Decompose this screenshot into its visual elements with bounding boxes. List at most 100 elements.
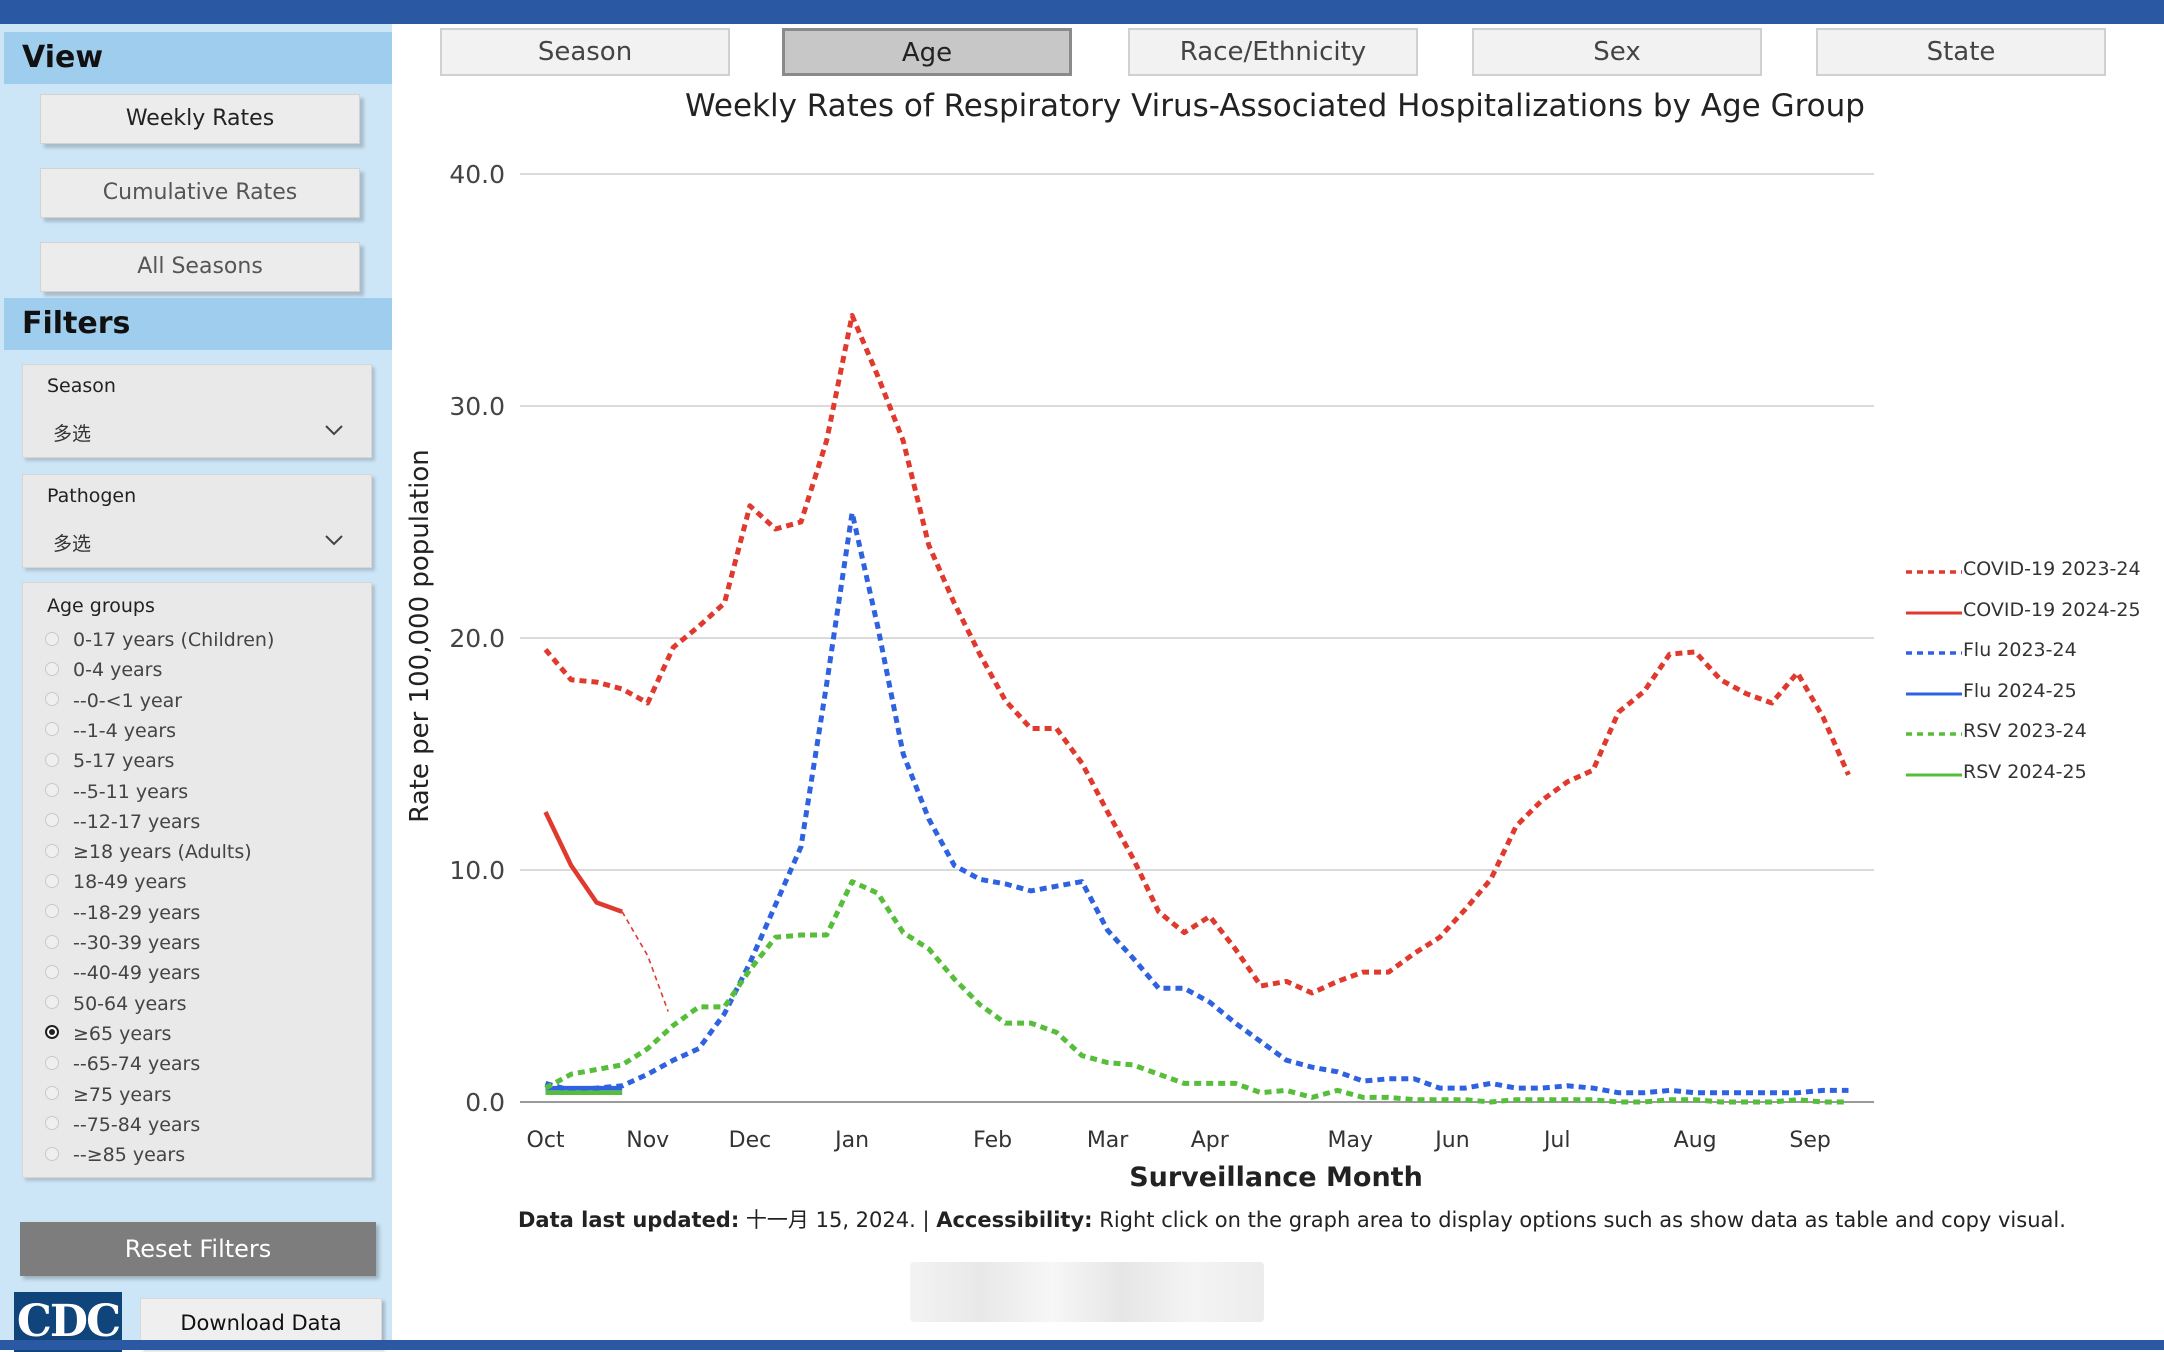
radio-button[interactable]	[45, 995, 59, 1010]
accessibility-label: Accessibility:	[936, 1208, 1093, 1232]
series-line-covid-19-2024-25[interactable]	[543, 811, 623, 914]
age-group-option[interactable]: --5-11 years	[45, 781, 188, 809]
season-filter[interactable]: Season 多选	[22, 364, 372, 458]
age-group-option[interactable]: ≥18 years (Adults)	[45, 841, 252, 869]
radio-button[interactable]	[45, 1025, 59, 1040]
age-group-option[interactable]: ≥75 years	[45, 1084, 171, 1112]
radio-button[interactable]	[45, 752, 59, 767]
legend-label: COVID-19 2024-25	[1963, 598, 2141, 621]
legend-label: COVID-19 2023-24	[1963, 558, 2141, 580]
all-seasons-button[interactable]: All Seasons	[40, 242, 360, 292]
radio-button[interactable]	[45, 813, 59, 828]
legend-label: Flu 2024-25	[1963, 679, 2077, 702]
tab-age[interactable]: Age	[782, 28, 1072, 76]
x-tick-label: Sep	[1789, 1128, 1830, 1153]
radio-button[interactable]	[45, 692, 59, 707]
age-group-option[interactable]: --75-84 years	[45, 1114, 200, 1142]
age-group-option[interactable]: --40-49 years	[45, 962, 200, 990]
age-group-label: --65-74 years	[73, 1053, 201, 1076]
age-group-option[interactable]: 18-49 years	[45, 871, 187, 899]
radio-button[interactable]	[45, 934, 59, 949]
tab-state[interactable]: State	[1816, 28, 2106, 76]
age-group-option[interactable]: --0-<1 year	[45, 690, 182, 718]
age-group-label: --75-84 years	[73, 1113, 201, 1136]
age-group-label: 50-64 years	[73, 992, 187, 1015]
radio-button[interactable]	[45, 964, 59, 979]
radio-button[interactable]	[45, 873, 59, 888]
age-groups-label: Age groups	[47, 595, 155, 617]
accessibility-text: Right click on the graph area to display…	[1092, 1208, 2066, 1232]
tab-season[interactable]: Season	[440, 28, 730, 76]
age-group-label: ≥65 years	[73, 1022, 172, 1045]
pathogen-filter-label: Pathogen	[47, 485, 137, 507]
legend-swatch	[1906, 651, 1962, 655]
x-tick-label: Oct	[527, 1128, 565, 1153]
chevron-down-icon[interactable]	[323, 529, 345, 551]
age-group-option[interactable]: --30-39 years	[45, 932, 200, 960]
footer-note: Data last updated: 十一月 15, 2024. | Acces…	[518, 1204, 2066, 1234]
pathogen-filter[interactable]: Pathogen 多选	[22, 474, 372, 568]
age-group-option[interactable]: --1-4 years	[45, 720, 176, 748]
series-projection-tail	[621, 911, 669, 1012]
y-tick-label: 20.0	[449, 624, 505, 653]
age-group-label: 0-17 years (Children)	[73, 629, 275, 651]
age-group-label: 0-4 years	[73, 659, 163, 682]
age-group-option[interactable]: 5-17 years	[45, 750, 174, 778]
age-group-label: --12-17 years	[73, 810, 201, 833]
age-group-option[interactable]: --65-74 years	[45, 1053, 200, 1081]
age-group-option[interactable]: 50-64 years	[45, 993, 187, 1021]
pathogen-filter-value[interactable]: 多选	[53, 533, 92, 555]
y-tick-label: 30.0	[449, 392, 505, 421]
radio-button[interactable]	[45, 722, 59, 737]
y-tick-label: 0.0	[465, 1088, 505, 1117]
age-group-option[interactable]: 0-17 years (Children)	[45, 629, 274, 657]
season-filter-label: Season	[47, 375, 116, 397]
blurred-region	[910, 1262, 1264, 1322]
radio-button[interactable]	[45, 661, 59, 676]
season-filter-value[interactable]: 多选	[53, 423, 92, 445]
x-tick-label: Dec	[729, 1128, 772, 1153]
x-tick-label: Apr	[1191, 1128, 1230, 1153]
cumulative-rates-button[interactable]: Cumulative Rates	[40, 168, 360, 218]
radio-button[interactable]	[45, 631, 59, 646]
age-group-label: --18-29 years	[73, 901, 201, 924]
weekly-rates-button[interactable]: Weekly Rates	[40, 94, 360, 144]
series-line-rsv-2023-24[interactable]	[544, 879, 1849, 1105]
radio-button[interactable]	[45, 1086, 59, 1100]
radio-button[interactable]	[45, 783, 59, 797]
legend-swatch	[1906, 692, 1962, 695]
legend-swatch	[1906, 570, 1962, 574]
x-tick-label: Jul	[1542, 1128, 1571, 1153]
age-group-label: ≥75 years	[73, 1083, 172, 1106]
series-line-covid-19-2023-24[interactable]	[543, 313, 1851, 996]
radio-button[interactable]	[45, 1146, 59, 1161]
age-group-label: 5-17 years	[73, 750, 175, 773]
series-line-flu-2023-24[interactable]	[544, 510, 1849, 1096]
tab-race-ethnicity[interactable]: Race/Ethnicity	[1128, 28, 1418, 76]
reset-filters-button[interactable]: Reset Filters	[20, 1222, 376, 1276]
chevron-down-icon[interactable]	[323, 419, 345, 441]
radio-button[interactable]	[45, 1055, 59, 1070]
age-group-label: ≥18 years (Adults)	[73, 841, 252, 864]
age-group-option[interactable]: --≥85 years	[45, 1144, 185, 1172]
view-heading: View	[4, 32, 392, 84]
updated-value: 十一月 15, 2024. |	[739, 1208, 937, 1232]
legend-label: RSV 2024-25	[1963, 760, 2087, 783]
age-group-option[interactable]: 0-4 years	[45, 659, 162, 687]
filters-heading: Filters	[4, 298, 392, 350]
x-tick-label: Jun	[1433, 1128, 1469, 1153]
radio-button[interactable]	[45, 1116, 59, 1131]
radio-button[interactable]	[45, 843, 59, 858]
radio-button[interactable]	[45, 904, 59, 919]
tab-sex[interactable]: Sex	[1472, 28, 1762, 76]
age-group-option[interactable]: --18-29 years	[45, 902, 200, 930]
age-group-option[interactable]: --12-17 years	[45, 811, 200, 839]
download-data-button[interactable]: Download Data	[140, 1298, 382, 1348]
age-group-option[interactable]: ≥65 years	[45, 1023, 171, 1051]
y-tick-label: 40.0	[449, 160, 505, 189]
legend-label: Flu 2023-24	[1963, 639, 2077, 661]
legend-label: RSV 2023-24	[1963, 720, 2087, 742]
age-group-label: --5-11 years	[73, 780, 189, 803]
legend-swatch	[1906, 732, 1962, 736]
